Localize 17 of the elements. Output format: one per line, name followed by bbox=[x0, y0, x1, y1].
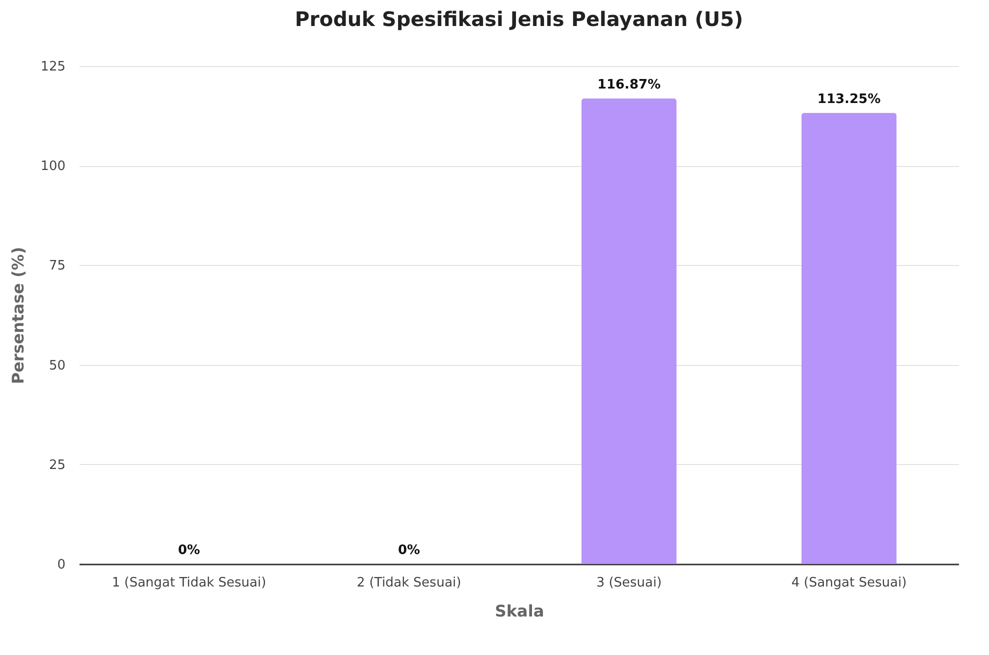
y-tick-label: 125 bbox=[40, 60, 66, 74]
x-axis-title: Skala bbox=[494, 602, 544, 620]
x-tick-label: 3 (Sesuai) bbox=[596, 576, 662, 590]
x-tick-label: 1 (Sangat Tidak Sesuai) bbox=[112, 576, 266, 590]
y-tick-label: 100 bbox=[40, 159, 66, 174]
x-tick-label: 2 (Tidak Sesuai) bbox=[356, 576, 462, 590]
chart-title: Produk Spesifikasi Jenis Pelayanan (U5) bbox=[294, 7, 744, 31]
y-tick-label: 50 bbox=[48, 358, 66, 374]
y-axis-title: Persentase (%) bbox=[8, 246, 28, 384]
data-label: 0% bbox=[178, 543, 200, 558]
y-tick-label: 0 bbox=[57, 558, 66, 572]
data-label: 113.25% bbox=[817, 92, 881, 107]
y-tick-label: 25 bbox=[48, 458, 66, 473]
data-label: 116.87% bbox=[597, 77, 661, 92]
x-tick-label: 4 (Sangat Sesuai) bbox=[791, 576, 907, 590]
data-label: 0% bbox=[398, 543, 420, 558]
y-tick-label: 75 bbox=[48, 258, 66, 274]
